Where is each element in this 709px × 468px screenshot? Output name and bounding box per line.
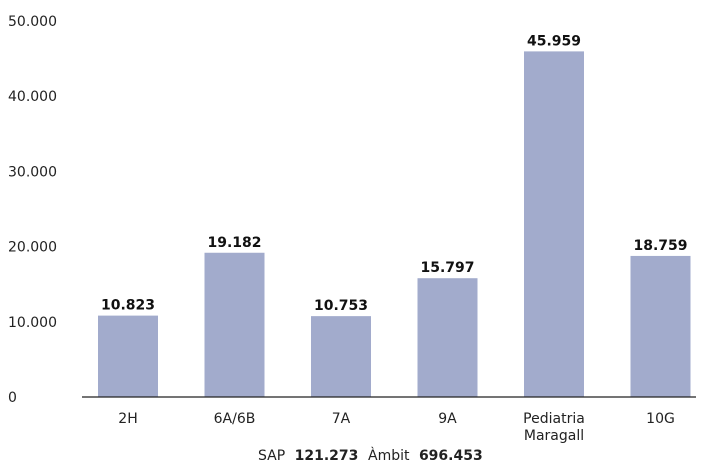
sap-label: SAP [258,448,285,464]
x-tick-label: Pediatria Maragall [523,411,585,444]
bar-value-label: 10.823 [101,298,155,314]
footer-ambit-text: Àmbit 696.453 [368,447,483,464]
x-tick-label: 2H [118,411,137,427]
footer-sap-text: SAP 121.273 [258,448,358,464]
x-tick-label: 10G [646,411,675,427]
bar [417,278,478,397]
bar-value-label: 18.759 [633,238,687,254]
x-tick-label: 9A [438,411,457,427]
bar-value-label: 15.797 [420,260,474,276]
y-tick-label: 30.000 [8,164,57,180]
ambit-value: 696.453 [419,448,483,464]
bar-value-label: 19.182 [207,235,261,251]
footer: SAP 121.273 Àmbit 696.453 [258,447,483,464]
bar [311,316,371,397]
value-labels: 10.823 19.182 10.753 15.797 45.959 18.759 [101,33,688,314]
sap-value: 121.273 [295,448,359,464]
y-tick-label: 10.000 [8,315,57,331]
y-tick-label: 40.000 [8,89,57,105]
category-labels: 2H 6A/6B 7A 9A Pediatria Maragall 10G [118,411,675,444]
bar [524,51,584,398]
bar [98,315,158,397]
y-tick-label: 50.000 [8,14,57,30]
y-tick-label: 20.000 [8,240,57,256]
y-tick-label: 0 [8,390,17,406]
bar-value-label: 10.753 [314,298,368,314]
x-tick-label: 6A/6B [214,411,256,427]
bar [204,252,265,397]
y-axis-labels: 0 10.000 20.000 30.000 40.000 50.000 [8,14,57,406]
bars [98,51,691,398]
ambit-label: Àmbit [368,447,410,464]
bar [630,255,691,397]
x-tick-label: 7A [332,411,351,427]
bar-value-label: 45.959 [527,33,581,49]
